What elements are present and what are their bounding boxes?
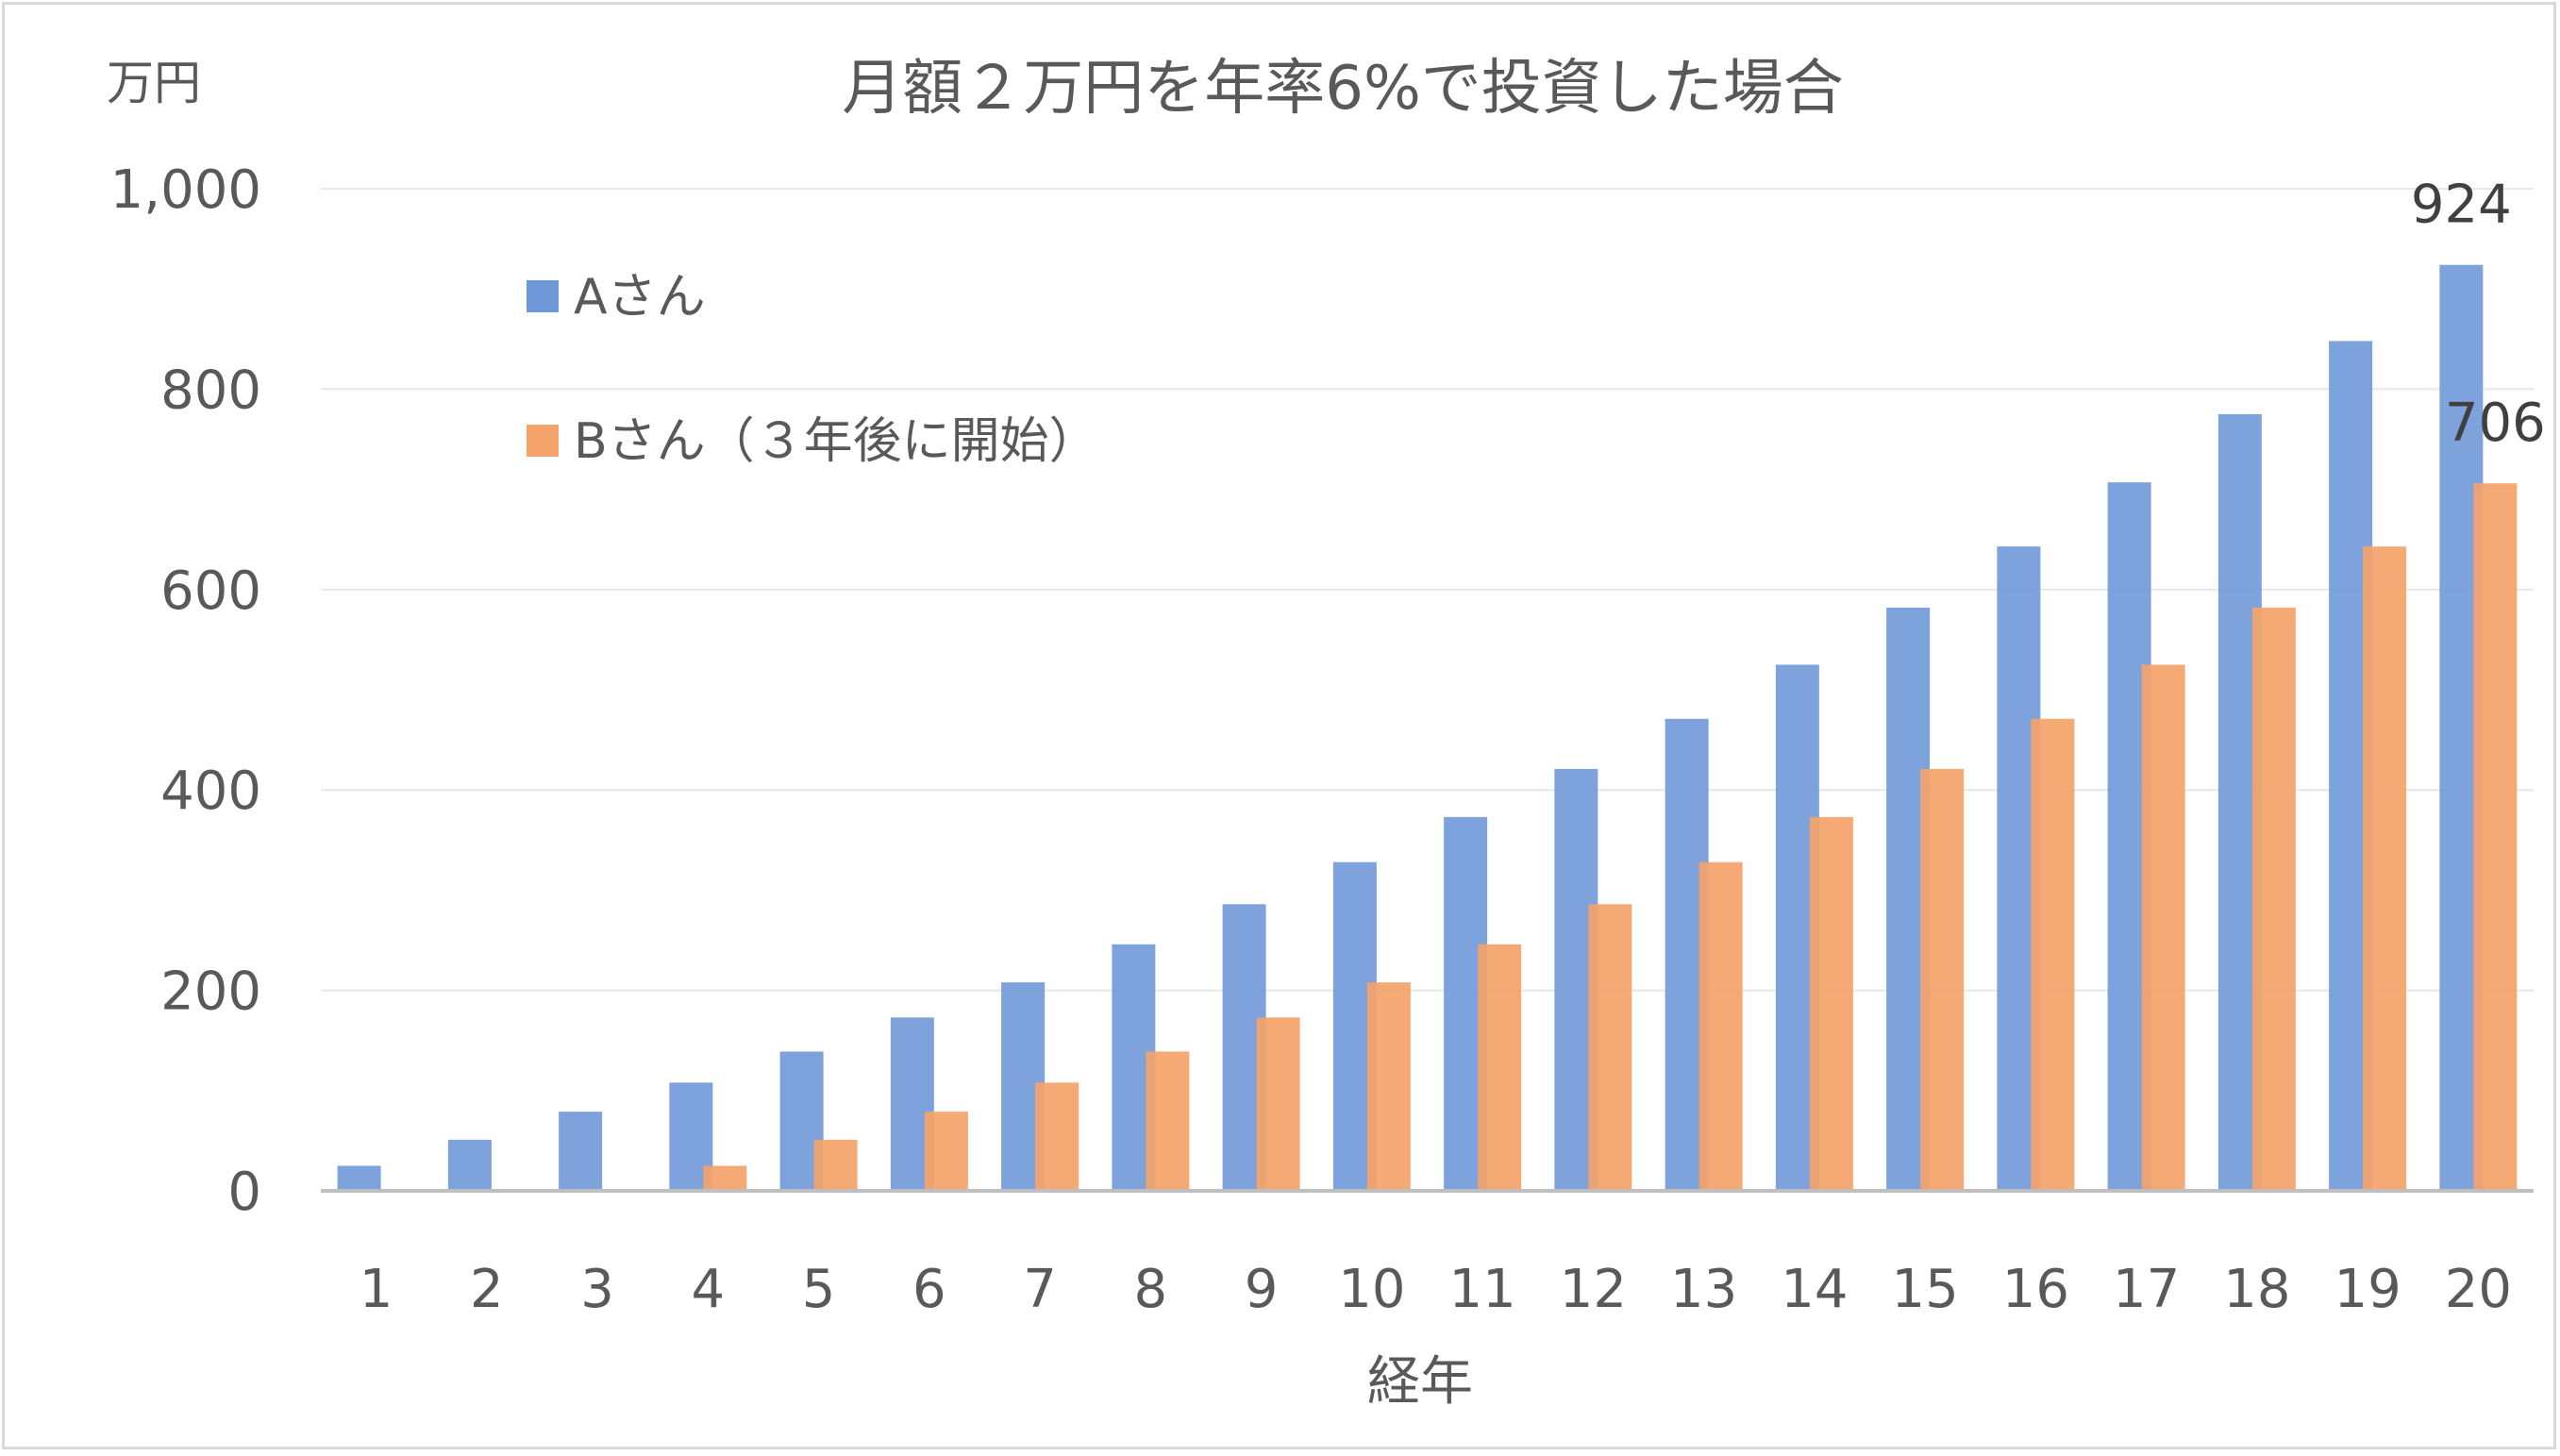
x-tick-label: 10 (1338, 1259, 1405, 1320)
x-tick-label: 16 (2002, 1259, 2069, 1320)
x-tick-label: 7 (1023, 1259, 1057, 1320)
bar-b (813, 1139, 858, 1191)
bar-b (1146, 1051, 1190, 1191)
legend-swatch-b (527, 425, 559, 457)
x-tick-label: 4 (692, 1259, 726, 1320)
x-tick-label: 19 (2334, 1259, 2401, 1320)
bars (337, 264, 2518, 1191)
x-tick-label: 8 (1134, 1259, 1168, 1320)
bar-b (1256, 1017, 1300, 1191)
bar-b (2251, 607, 2296, 1191)
x-tick-label: 6 (912, 1259, 946, 1320)
y-tick-labels: 0 200 400 600 800 1,000 (110, 159, 261, 1223)
bar-a (559, 1112, 603, 1191)
data-label: 924 (2411, 175, 2512, 236)
x-tick-label: 15 (1891, 1259, 1958, 1320)
x-tick-label: 14 (1781, 1259, 1848, 1320)
x-tick-label: 3 (580, 1259, 614, 1320)
legend-label-a: Aさん (574, 269, 706, 326)
y-tick-label: 800 (160, 360, 261, 421)
bar-b (1698, 862, 1743, 1191)
data-label: 706 (2445, 393, 2546, 454)
x-tick-label: 18 (2223, 1259, 2290, 1320)
y-tick-label: 600 (160, 561, 261, 622)
bar-b (2363, 546, 2407, 1191)
bar-a (337, 1165, 381, 1191)
bar-b (1035, 1082, 1079, 1191)
y-tick-label: 200 (160, 962, 261, 1023)
bar-b (703, 1165, 747, 1191)
bar-b (2141, 664, 2185, 1191)
bar-b (2031, 718, 2075, 1191)
bar-b (1478, 944, 1522, 1191)
x-tick-label: 5 (802, 1259, 836, 1320)
x-tick-label: 12 (1560, 1259, 1627, 1320)
y-tick-label: 400 (160, 761, 261, 822)
x-tick-labels: 1 2 3 4 5 6 7 8 9 10 11 12 13 14 15 16 17 18 19 20 (360, 1259, 2512, 1320)
x-tick-label: 11 (1448, 1259, 1515, 1320)
x-axis-label: 経年 (1367, 1351, 1473, 1413)
x-tick-label: 20 (2445, 1259, 2512, 1320)
x-tick-label: 1 (360, 1259, 393, 1320)
bar-b (1588, 904, 1632, 1191)
y-tick-label: 1,000 (110, 159, 261, 221)
x-tick-label: 17 (2113, 1259, 2180, 1320)
y-tick-label: 0 (227, 1162, 261, 1223)
legend-swatch-a (527, 280, 559, 312)
x-tick-label: 2 (470, 1259, 504, 1320)
bar-b (1366, 982, 1411, 1191)
data-labels: 924 706 (2411, 175, 2546, 455)
x-tick-label: 9 (1245, 1259, 1279, 1320)
legend: Aさん Bさん（３年後に開始） (527, 269, 1098, 470)
x-tick-label: 13 (1670, 1259, 1737, 1320)
bar-b (1809, 816, 1853, 1191)
legend-label-b: Bさん（３年後に開始） (574, 413, 1098, 470)
bar-b (1920, 768, 1965, 1191)
chart-title: 月額２万円を年率6%で投資した場合 (842, 54, 1844, 124)
bar-b (2473, 483, 2518, 1191)
bar-b (924, 1112, 968, 1191)
y-axis-unit-label: 万円 (107, 56, 201, 110)
bar-a (447, 1139, 492, 1191)
